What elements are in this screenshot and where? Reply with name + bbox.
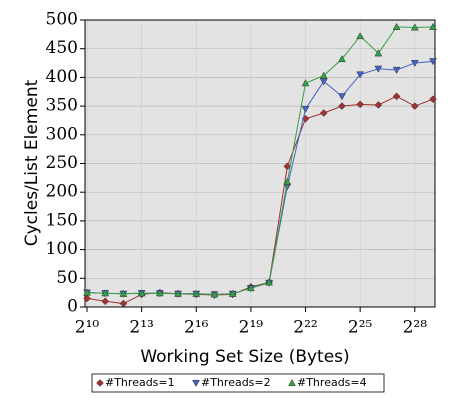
marker [338, 93, 346, 101]
marker [246, 284, 255, 292]
marker [301, 79, 310, 87]
y-tick-label: 500 [46, 10, 78, 30]
marker [265, 278, 274, 286]
marker [119, 289, 128, 297]
y-tick-label: 200 [46, 182, 78, 202]
y-tick-label: 100 [46, 239, 78, 259]
series-line [86, 26, 434, 295]
marker [338, 102, 346, 110]
marker [429, 95, 437, 104]
marker [429, 58, 437, 66]
marker [283, 177, 292, 185]
x-tick-label: 2¹⁰ [75, 318, 100, 338]
marker [228, 289, 237, 297]
marker [356, 100, 365, 109]
marker [429, 22, 437, 30]
marker [101, 297, 110, 306]
plot-frame [84, 19, 436, 308]
x-tick-label: 2¹⁶ [184, 318, 209, 338]
marker [392, 22, 401, 30]
legend-label: #Threads=4 [297, 376, 367, 389]
legend-label: #Threads=1 [105, 376, 175, 389]
marker [174, 289, 182, 297]
legend-marker [192, 379, 200, 388]
y-tick-label: 300 [46, 124, 78, 144]
marker [356, 71, 365, 79]
marker [410, 23, 419, 31]
x-tick-label: 2²⁸ [403, 318, 428, 338]
legend-label: #Threads=2 [201, 376, 271, 389]
marker [338, 55, 346, 63]
marker [283, 162, 292, 171]
y-tick-label: 150 [46, 210, 78, 230]
marker [319, 71, 328, 79]
legend-marker [96, 379, 104, 387]
x-tick-label: 2²⁵ [348, 318, 373, 338]
marker [356, 32, 365, 40]
marker [83, 294, 91, 303]
marker [374, 101, 383, 109]
marker [392, 92, 401, 101]
marker [210, 290, 219, 298]
y-tick-label: 350 [46, 96, 78, 116]
x-tick-label: 2²² [293, 318, 317, 338]
x-tick-label: 2¹⁹ [239, 318, 264, 338]
marker [319, 109, 328, 117]
y-axis-label: Cycles/List Element [22, 79, 42, 246]
marker [410, 102, 419, 110]
y-tick-label: 400 [46, 67, 78, 87]
marker [192, 289, 201, 297]
marker [374, 65, 383, 73]
y-tick-label: 0 [67, 297, 78, 317]
marker [137, 289, 146, 297]
marker [83, 288, 91, 296]
marker [119, 299, 128, 308]
x-axis-label: Working Set Size (Bytes) [140, 347, 349, 367]
marker [392, 66, 401, 74]
y-tick-label: 450 [46, 38, 78, 58]
marker [301, 105, 310, 113]
legend-marker [288, 378, 296, 387]
y-tick-label: 50 [56, 268, 78, 288]
marker [410, 60, 419, 68]
marker [155, 289, 164, 297]
y-tick-label: 250 [46, 153, 78, 173]
legend-box [91, 373, 385, 393]
x-tick-label: 2¹³ [129, 318, 153, 338]
marker [374, 49, 383, 57]
marker [101, 289, 110, 297]
